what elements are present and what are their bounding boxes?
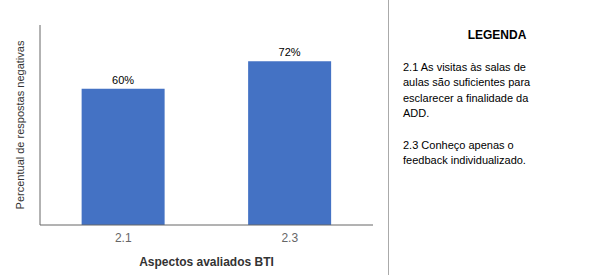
svg-text:Aspectos avaliados BTI: Aspectos avaliados BTI: [139, 255, 274, 269]
svg-text:2.3: 2.3: [281, 231, 298, 245]
svg-text:60%: 60%: [112, 74, 134, 86]
svg-text:Percentual de respostas negati: Percentual de respostas negativas: [14, 40, 26, 209]
svg-text:2.1: 2.1: [115, 231, 132, 245]
html-text:2.3 Conheço apenas o feedback: 2.3 Conheço apenas o feedback individual…: [403, 138, 526, 166]
svg-text:72%: 72%: [279, 46, 301, 58]
html-text:2.1 As visitas às salas de aul: 2.1 As visitas às salas de aulas são suf…: [403, 61, 531, 120]
html-text:LEGENDA: LEGENDA: [467, 28, 527, 42]
